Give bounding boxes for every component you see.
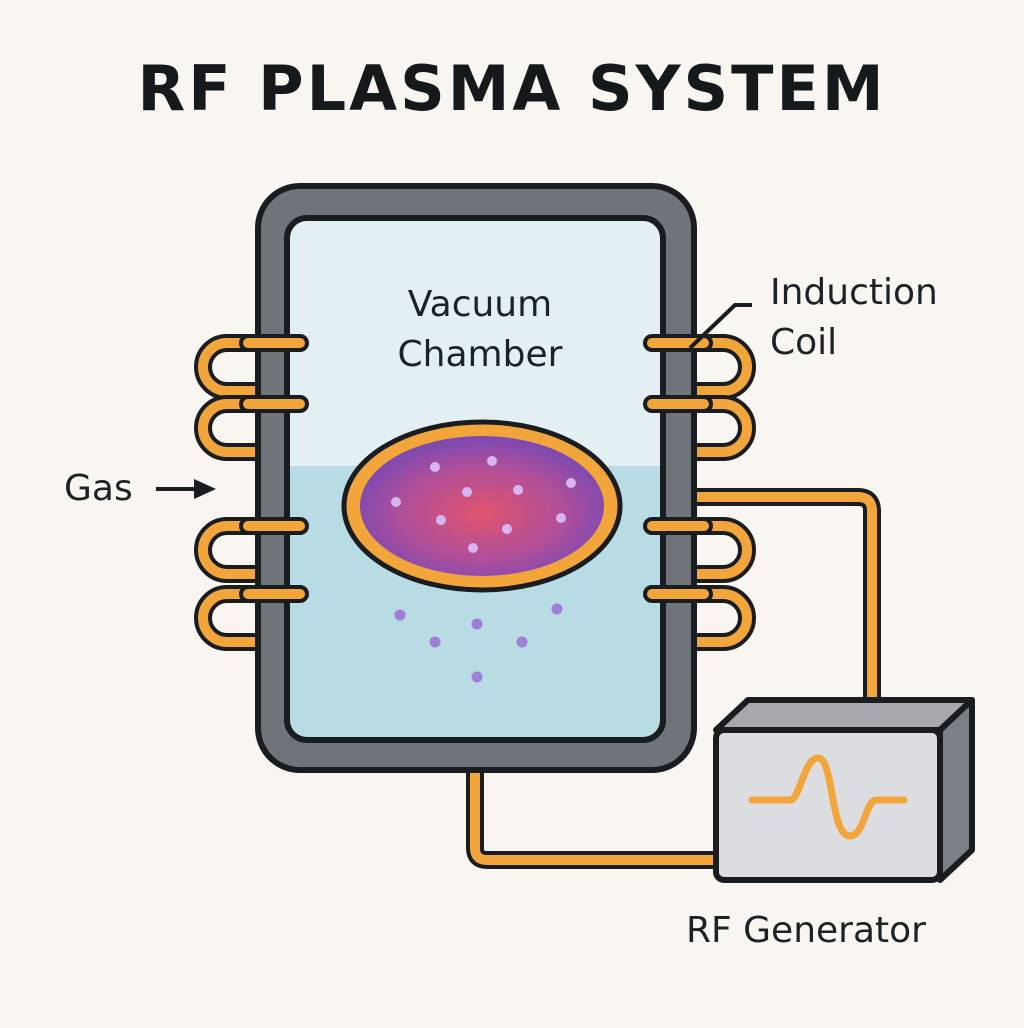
generator-cable-lower (466, 740, 720, 869)
diagram-title: RF PLASMA SYSTEM (137, 52, 887, 125)
generator-cable-upper (690, 488, 881, 700)
label-vacuum-chamber: Vacuum Chamber (360, 280, 600, 380)
label-vacuum-chamber-line1: Vacuum (407, 284, 553, 325)
plasma-cloud (341, 419, 623, 593)
label-rf-generator: RF Generator (686, 910, 926, 951)
label-vacuum-chamber-line2: Chamber (397, 334, 563, 375)
plasma-ions (391, 456, 576, 553)
rf-waveform-icon (748, 754, 908, 840)
label-induction-coil-line2: Coil (770, 322, 838, 363)
label-induction-coil: Induction Coil (770, 268, 1010, 368)
gas-particles (394, 603, 563, 683)
coil-leader-line (688, 303, 752, 350)
label-induction-coil-line1: Induction (770, 272, 938, 313)
induction-coil-front-strands (239, 334, 713, 603)
label-gas: Gas (64, 468, 133, 509)
rf-generator (713, 697, 975, 883)
gas-inlet-arrow (156, 479, 216, 499)
